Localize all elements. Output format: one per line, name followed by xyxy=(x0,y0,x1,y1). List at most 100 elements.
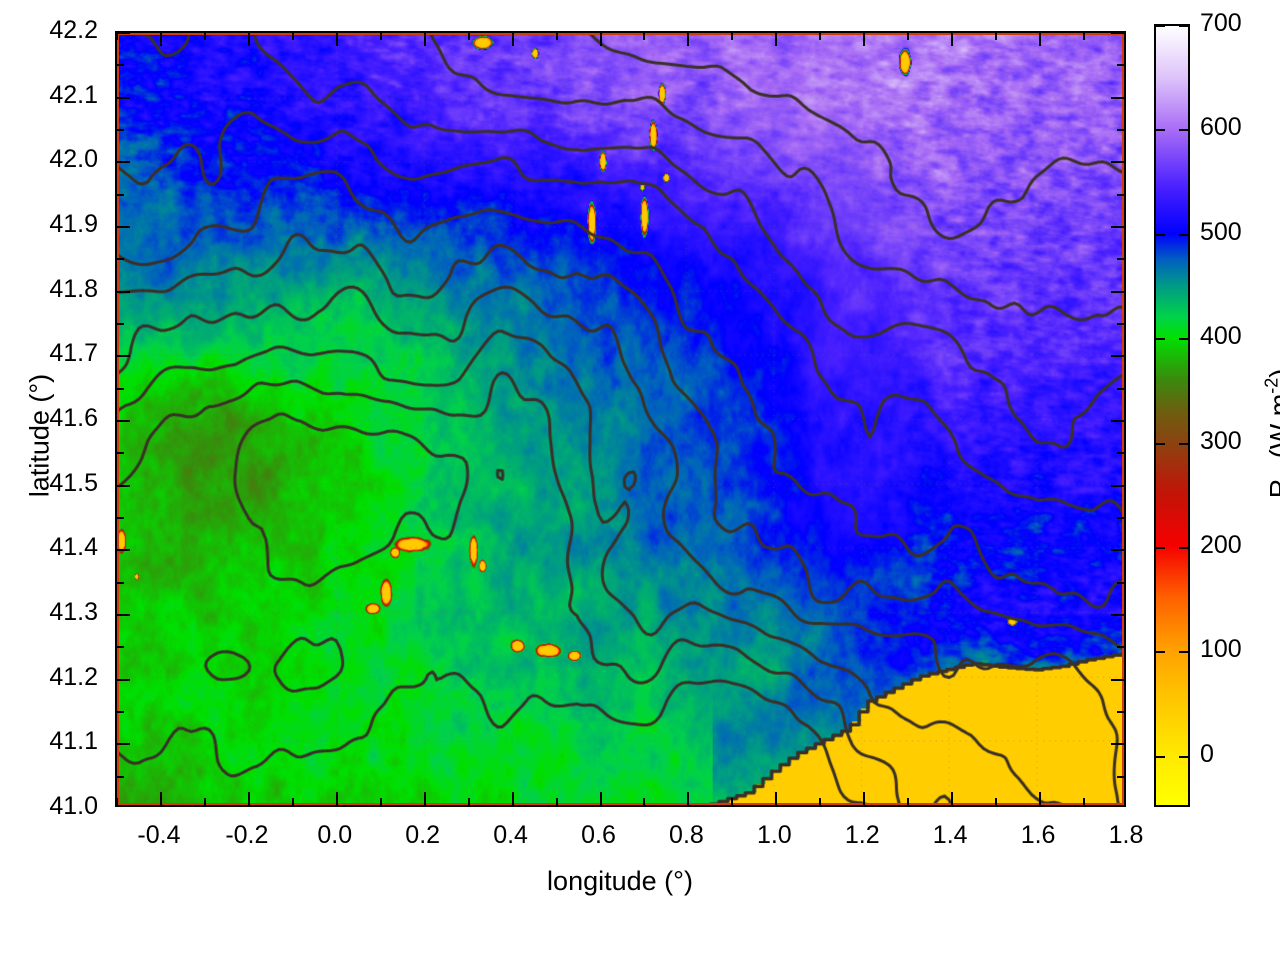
y-major-tick xyxy=(117,614,130,616)
x-minor-tick-top xyxy=(819,33,822,40)
colorbar-tick xyxy=(1156,547,1165,549)
y-major-tick-right xyxy=(1111,355,1124,358)
x-major-tick xyxy=(863,792,866,805)
x-tick-label: 1.4 xyxy=(932,821,968,849)
x-minor-tick-top xyxy=(117,33,118,40)
y-major-tick-right xyxy=(1111,549,1124,552)
x-major-tick-top xyxy=(687,33,690,46)
x-minor-tick-top xyxy=(555,33,558,40)
y-major-tick-right xyxy=(1111,678,1124,681)
x-minor-tick xyxy=(1083,798,1086,805)
x-minor-tick-top xyxy=(203,33,206,40)
x-tick-label: 0.2 xyxy=(405,821,441,849)
x-tick-label: -0.2 xyxy=(225,821,269,849)
x-minor-tick xyxy=(467,798,470,805)
y-major-tick xyxy=(117,290,130,293)
colorbar-tick xyxy=(1179,442,1188,445)
colorbar-tick xyxy=(1179,547,1188,549)
x-minor-tick xyxy=(643,798,646,805)
colorbar-tick xyxy=(1179,338,1188,341)
y-minor-tick-right xyxy=(1117,323,1124,325)
y-tick-label: 42.2 xyxy=(49,16,98,44)
x-minor-tick xyxy=(379,798,382,805)
y-tick-label: 41.5 xyxy=(49,468,98,497)
x-tick-label: 1.6 xyxy=(1020,821,1056,849)
y-minor-tick xyxy=(117,775,124,778)
x-minor-tick xyxy=(995,798,998,805)
x-major-tick xyxy=(247,792,250,805)
colorbar-tick xyxy=(1179,129,1188,132)
x-tick-label: -0.4 xyxy=(137,821,181,849)
y-minor-tick-right xyxy=(1117,387,1124,390)
colorbar[interactable] xyxy=(1154,24,1190,807)
x-major-tick xyxy=(687,792,690,805)
y-minor-tick xyxy=(117,517,124,519)
colorbar-title: RN (W m-2) xyxy=(1262,314,1280,554)
y-tick-label: 42.0 xyxy=(49,145,98,174)
x-tick-label: 1.2 xyxy=(844,821,880,849)
x-major-tick xyxy=(951,792,954,805)
y-minor-tick xyxy=(117,387,124,390)
x-axis-title: longitude (°) xyxy=(547,866,693,896)
y-minor-tick xyxy=(117,452,124,455)
y-minor-tick xyxy=(117,581,124,584)
x-tick-label: 1.8 xyxy=(1108,821,1144,849)
x-minor-tick xyxy=(203,798,206,805)
y-major-tick xyxy=(117,743,130,746)
y-tick-label: 41.0 xyxy=(49,792,98,820)
y-tick-label: 41.4 xyxy=(49,533,98,562)
x-major-tick xyxy=(423,792,426,805)
x-major-tick xyxy=(775,792,778,805)
x-major-tick xyxy=(511,792,514,805)
y-minor-tick xyxy=(117,323,124,325)
y-minor-tick-right xyxy=(1117,517,1124,519)
y-major-tick-right xyxy=(1111,614,1124,616)
x-minor-tick-top xyxy=(1083,33,1086,40)
x-minor-tick xyxy=(819,798,822,805)
colorbar-tick xyxy=(1156,25,1165,27)
y-major-tick-right xyxy=(1111,226,1124,228)
y-minor-tick-right xyxy=(1117,646,1124,649)
y-major-tick-right xyxy=(1111,290,1124,293)
y-minor-tick-right xyxy=(1117,258,1124,261)
y-minor-tick-right xyxy=(1117,581,1124,584)
colorbar-tick xyxy=(1179,25,1188,27)
colorbar-tick xyxy=(1179,755,1188,758)
x-tick-label: 0.8 xyxy=(669,821,704,849)
x-minor-tick-top xyxy=(291,33,294,40)
colorbar-title-unit-close: ) xyxy=(1265,369,1280,378)
x-minor-tick xyxy=(291,798,294,805)
x-major-tick-top xyxy=(247,33,250,46)
y-major-tick xyxy=(117,33,130,34)
y-minor-tick-right xyxy=(1117,711,1124,713)
y-major-tick xyxy=(117,355,130,358)
x-minor-tick-top xyxy=(379,33,382,40)
colorbar-gradient xyxy=(1156,26,1188,805)
y-minor-tick-right xyxy=(1117,193,1124,196)
y-major-tick-right xyxy=(1111,420,1124,422)
x-major-tick-top xyxy=(599,33,602,46)
y-minor-tick-right xyxy=(1117,64,1124,67)
colorbar-tick-label: 700 xyxy=(1200,9,1242,37)
x-major-tick-top xyxy=(423,33,426,46)
heatmap-raster xyxy=(117,33,1124,805)
map-plot-area[interactable] xyxy=(115,31,1126,807)
colorbar-tick xyxy=(1156,233,1165,236)
y-minor-tick xyxy=(117,193,124,196)
x-minor-tick xyxy=(907,798,910,805)
y-minor-tick xyxy=(117,64,124,67)
y-major-tick-right xyxy=(1111,33,1124,34)
colorbar-tick xyxy=(1156,755,1165,758)
x-major-tick-top xyxy=(511,33,514,46)
colorbar-title-symbol: R xyxy=(1265,479,1280,499)
x-minor-tick-top xyxy=(995,33,998,40)
x-minor-tick-top xyxy=(467,33,470,40)
colorbar-tick-label: 400 xyxy=(1200,322,1242,351)
x-major-tick-top xyxy=(335,33,338,46)
colorbar-tick xyxy=(1179,233,1188,236)
x-minor-tick xyxy=(731,798,734,805)
x-minor-tick xyxy=(117,798,118,805)
y-tick-label: 42.1 xyxy=(49,80,98,109)
x-tick-label: 0.4 xyxy=(493,821,528,849)
